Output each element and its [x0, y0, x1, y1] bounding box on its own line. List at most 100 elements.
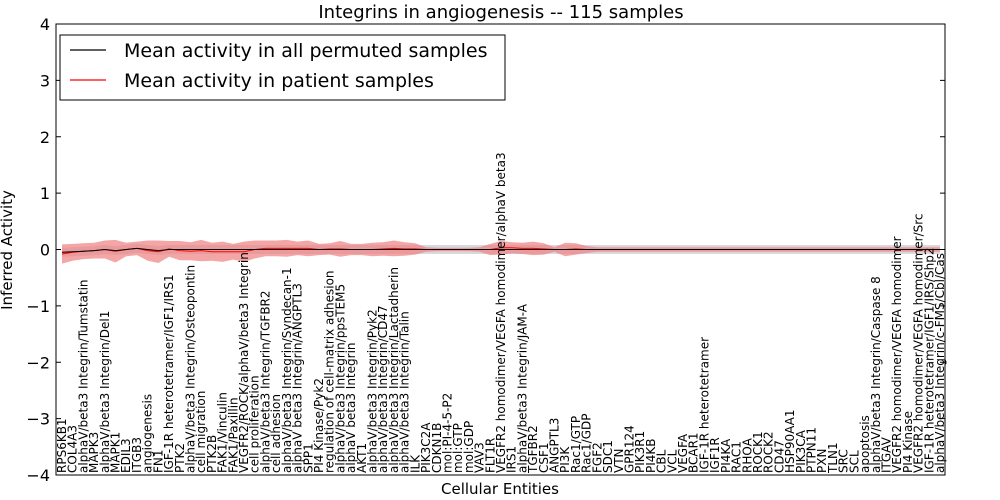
- category-label: apoptosis: [858, 415, 872, 473]
- category-label: SRC: [837, 449, 851, 473]
- legend-label-permuted: Mean activity in all permuted samples: [124, 40, 487, 62]
- category-label: alphaV/beta3 Integrin/Osteopontin: [183, 265, 197, 473]
- y-axis-ticks: 4 3 2 1 0 −1 −2 −3 −4: [26, 15, 945, 485]
- category-label: RHOA: [740, 437, 754, 473]
- category-label: EDIL3: [119, 438, 133, 473]
- category-label: PIK3CA: [794, 429, 808, 473]
- category-label: cell adhesion: [269, 394, 283, 473]
- category-label: SCL: [847, 450, 861, 473]
- y-tick-label: −3: [26, 410, 50, 429]
- band-patient: [62, 239, 940, 264]
- category-label: alphaV/beta3 Integrin/JAM-A: [515, 303, 529, 473]
- category-label: VEGFA: [676, 433, 690, 473]
- category-label: PI3K: [558, 446, 572, 473]
- category-label: HSP90AA1: [783, 409, 797, 473]
- category-label: TLN1: [826, 442, 840, 474]
- category-label: CD47: [772, 440, 786, 473]
- category-label: ILK: [408, 454, 422, 473]
- category-label: alphaV/beta3 Integrin/Talin: [398, 311, 412, 473]
- plot-frame: [55, 23, 946, 476]
- category-label: FAK1/Vinculin: [216, 392, 230, 473]
- category-label: CBL: [655, 449, 669, 473]
- y-tick-label: −4: [26, 466, 50, 485]
- category-label: PIK3C2A: [419, 422, 433, 473]
- category-label: GPR124: [622, 425, 636, 473]
- y-axis-title: Inferred Activity: [0, 190, 16, 310]
- category-label: PI4 Kinase/Pyk2: [312, 378, 326, 473]
- category-label: ANGPTL3: [548, 418, 562, 473]
- category-label: SPP1: [301, 443, 315, 473]
- category-label: alphaV/beta3 Integrin/TGFBR2: [258, 290, 272, 473]
- category-label: CSF1: [537, 442, 551, 473]
- category-label: TGFBR2: [526, 425, 540, 474]
- legend-label-patient: Mean activity in patient samples: [124, 70, 434, 92]
- category-label: IGF-1R heterotetramer/IGF1/IRS1: [162, 274, 176, 473]
- legend: Mean activity in all permuted samples Me…: [59, 34, 506, 101]
- x-axis-title: Cellular Entities: [441, 480, 559, 498]
- category-label: regulation of cell-matrix adhesion: [323, 270, 337, 473]
- y-tick-label: −1: [26, 297, 50, 316]
- category-label: alphaV/beta3 Integrin/Pyk2: [366, 309, 380, 473]
- line-permuted: [61, 247, 940, 253]
- category-label: angiogenesis: [141, 394, 155, 473]
- category-label: mol:GDP: [462, 421, 476, 473]
- category-label: MAPK3: [87, 432, 101, 473]
- category-label: PI4KA: [719, 438, 733, 473]
- category-label: COL4A3: [66, 425, 80, 473]
- category-label: mol:PI-4-5-P2: [440, 393, 454, 473]
- y-tick-label: 3: [40, 71, 50, 90]
- category-label: VAV3: [473, 442, 487, 473]
- category-label: alphaV/beta3 Integrin/Tumstatin: [76, 279, 90, 473]
- category-label: Rac1/GDP: [580, 414, 594, 473]
- category-label: PXN: [815, 449, 829, 473]
- category-label: FLT1R: [483, 438, 497, 473]
- category-label: VEGFR2/ROCK/alphaV/beta3 Integrin: [237, 252, 251, 473]
- category-label: RAC1: [730, 441, 744, 473]
- y-tick-label: 0: [40, 241, 50, 260]
- category-label: PIK3R1: [633, 431, 647, 473]
- category-label: cell proliferation: [248, 375, 262, 473]
- category-label: ITGAV: [879, 436, 893, 473]
- category-label: ITGB3: [130, 437, 144, 473]
- category-label: PI4KB: [644, 438, 658, 473]
- category-label: IGF-1R heterotetramer/IGF1/IRS/Shp2: [922, 247, 936, 473]
- category-label: PI4 Kinase: [901, 411, 915, 473]
- series-lines: [61, 247, 940, 255]
- category-label: cell migration: [194, 391, 208, 473]
- category-label: alphaV beta3 Integrin: [344, 342, 358, 473]
- category-label: ROCK1: [751, 431, 765, 473]
- category-label: alphaV/beta3 Integrin/Del1: [98, 311, 112, 473]
- confidence-bands: [62, 239, 940, 264]
- category-label: mol:GTP: [451, 423, 465, 473]
- category-label: alphaV/beta3 Integrin/ppsTEM5: [333, 284, 347, 473]
- category-label: alphaV/beta3 Integrin/Syndecan-1: [280, 267, 294, 473]
- category-label: VTN: [612, 448, 626, 473]
- category-label: IGF-1R heterotetramer: [697, 337, 711, 473]
- category-label: VEGFR2 homodimer/VEGFA homodimer/Src: [912, 213, 926, 473]
- category-label: CDKN1B: [430, 423, 444, 473]
- category-label: FAK1/Paxillin: [226, 397, 240, 473]
- category-label: ROCK2: [762, 431, 776, 473]
- y-tick-label: 4: [40, 15, 50, 34]
- category-label: RPS6KB1: [55, 418, 69, 473]
- category-label: IGF1R: [708, 437, 722, 473]
- category-label: alphaV beta3 Integrin/ANGPTL3: [291, 283, 305, 473]
- category-label: FGF2: [590, 442, 604, 473]
- category-label: Rac1/GTP: [569, 416, 583, 473]
- y-tick-label: −2: [26, 353, 50, 372]
- category-label: AKT1: [355, 443, 369, 473]
- category-label: PTK2: [173, 443, 187, 473]
- category-label: PTPN11: [805, 427, 819, 473]
- category-label: IRS1: [505, 446, 519, 473]
- category-label: PTK2B: [205, 435, 219, 473]
- category-label: BCAR1: [687, 432, 701, 473]
- category-label: alphaV/beta3 Integrin/Lactadherin: [387, 267, 401, 473]
- category-label: alphaV/beta3 Integrin/CD47: [376, 305, 390, 473]
- category-label: SDC1: [601, 440, 615, 473]
- category-label: FN1: [151, 449, 165, 473]
- category-label: VEGFR2 homodimer/VEGFA homodimer/alphaV …: [494, 152, 508, 473]
- category-label: alphaV/beta3 Integrin/Caspase 8: [869, 276, 883, 473]
- category-label: MAPK1: [109, 432, 123, 473]
